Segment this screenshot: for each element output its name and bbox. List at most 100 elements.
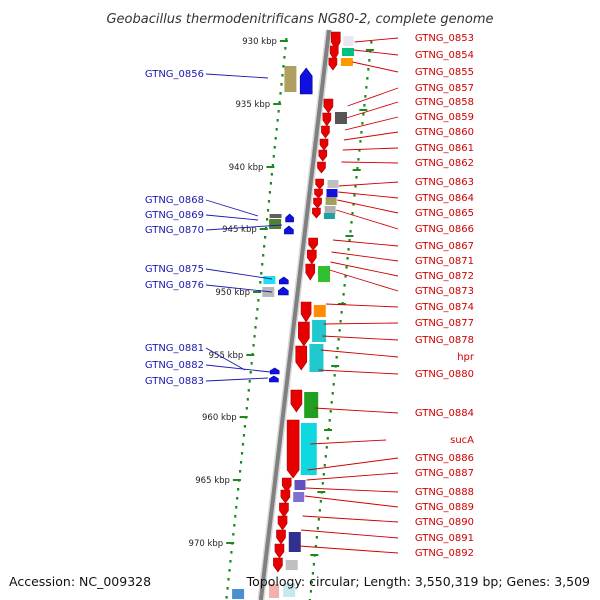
gene-label-left: GTNG_0876 bbox=[145, 280, 204, 291]
forward-gene-arrow bbox=[328, 57, 338, 71]
label-leader-right bbox=[314, 407, 399, 414]
gene-label-left: GTNG_0875 bbox=[145, 264, 204, 275]
gene-label-left: GTNG_0869 bbox=[145, 210, 204, 221]
label-leader-right bbox=[304, 495, 399, 508]
scale-dot bbox=[367, 68, 370, 71]
gene-product-box bbox=[313, 305, 326, 317]
forward-gene-arrow bbox=[313, 197, 322, 209]
gene-label-right: GTNG_0874 bbox=[415, 302, 474, 313]
scale-dot bbox=[248, 380, 251, 383]
gene-product-box bbox=[342, 48, 355, 56]
scale-dot bbox=[364, 95, 367, 98]
scale-dot bbox=[357, 158, 360, 161]
scale-dot bbox=[285, 38, 288, 41]
gene-label-left: GTNG_0882 bbox=[145, 360, 204, 371]
scale-dot bbox=[314, 545, 317, 548]
gene-product-box bbox=[294, 480, 306, 490]
scale-tick-label: 940 kbp bbox=[229, 163, 264, 173]
label-leader-right bbox=[338, 181, 399, 187]
gene-product-box bbox=[269, 219, 282, 229]
scale-dot bbox=[366, 77, 369, 80]
gene-label-right: GTNG_0854 bbox=[415, 50, 474, 61]
scale-dot bbox=[264, 236, 267, 239]
label-leader-right bbox=[305, 487, 399, 493]
scale-dot bbox=[344, 275, 347, 278]
scale-dot bbox=[337, 338, 340, 341]
label-leader-right bbox=[337, 199, 399, 214]
scale-dot bbox=[332, 383, 335, 386]
scale-dot bbox=[278, 101, 281, 104]
label-leader-right bbox=[302, 515, 399, 523]
forward-gene-arrow bbox=[312, 207, 321, 219]
scale-dot bbox=[343, 284, 346, 287]
gene-label-right: GTNG_0865 bbox=[415, 208, 474, 219]
scale-dot bbox=[252, 344, 255, 347]
scale-dot bbox=[262, 254, 265, 257]
label-leader-right bbox=[341, 161, 399, 164]
label-leader-right bbox=[344, 116, 399, 131]
gene-product-box bbox=[304, 392, 319, 418]
gene-product-box bbox=[283, 583, 296, 597]
scale-dot bbox=[356, 167, 359, 170]
scale-dot bbox=[331, 392, 334, 395]
reverse-gene-arrow bbox=[279, 276, 289, 285]
gene-product-box bbox=[284, 66, 297, 92]
scale-tick-label: 965 kbp bbox=[195, 476, 230, 486]
gene-label-right: GTNG_0867 bbox=[415, 241, 474, 252]
scale-dot bbox=[329, 410, 332, 413]
scale-dot bbox=[271, 164, 274, 167]
reverse-gene-arrow bbox=[299, 67, 313, 95]
scale-dot bbox=[315, 536, 318, 539]
backbone-line bbox=[258, 29, 331, 600]
scale-dot bbox=[260, 272, 263, 275]
label-leader-left bbox=[205, 214, 259, 221]
scale-dot bbox=[270, 173, 273, 176]
scale-dot bbox=[317, 518, 320, 521]
forward-gene-arrow bbox=[305, 263, 316, 281]
gene-product-box bbox=[324, 206, 336, 214]
gene-product-box bbox=[343, 36, 354, 46]
forward-gene-arrow bbox=[321, 125, 330, 139]
label-leader-left bbox=[205, 284, 273, 293]
label-leader-left bbox=[205, 268, 273, 280]
scale-dot bbox=[318, 509, 321, 512]
label-leader-right bbox=[322, 335, 399, 341]
scale-dot bbox=[241, 443, 245, 446]
scale-tick-label: 930 kbp bbox=[242, 37, 277, 47]
scale-dot bbox=[322, 473, 325, 476]
gene-label-right: GTNG_0862 bbox=[415, 158, 474, 169]
scale-dot bbox=[234, 515, 237, 518]
forward-gene-arrow bbox=[274, 543, 285, 559]
label-leader-right bbox=[310, 439, 387, 445]
scale-dot bbox=[276, 119, 279, 122]
scale-dot bbox=[282, 65, 285, 68]
scale-dot bbox=[323, 464, 326, 467]
forward-gene-arrow bbox=[329, 45, 339, 61]
label-leader-right bbox=[354, 37, 399, 43]
scale-dot bbox=[370, 41, 373, 44]
scale-dot bbox=[263, 245, 266, 248]
gene-label-right: GTNG_0864 bbox=[415, 193, 474, 204]
gene-label-left: GTNG_0856 bbox=[145, 69, 204, 80]
scale-dot bbox=[242, 434, 246, 437]
gene-label-right: GTNG_0878 bbox=[415, 335, 474, 346]
scale-dot bbox=[275, 128, 278, 131]
gene-label-left: GTNG_0870 bbox=[145, 225, 204, 236]
scale-dot bbox=[361, 122, 364, 125]
scale-dot bbox=[316, 527, 319, 530]
gene-product-box bbox=[300, 423, 317, 475]
genome-backbone bbox=[257, 29, 333, 600]
scale-dot bbox=[267, 200, 271, 203]
scale-dot bbox=[250, 362, 253, 365]
gene-label-right: GTNG_0853 bbox=[415, 33, 474, 44]
gene-product-box bbox=[327, 180, 339, 188]
scale-dot bbox=[348, 239, 351, 242]
scale-dot bbox=[226, 587, 229, 590]
forward-gene-arrow bbox=[307, 249, 317, 265]
forward-gene-arrow bbox=[281, 477, 292, 493]
scale-dot bbox=[354, 185, 357, 188]
forward-gene-arrow bbox=[290, 389, 303, 413]
scale-dot bbox=[233, 524, 236, 527]
scale-dot bbox=[247, 389, 250, 392]
